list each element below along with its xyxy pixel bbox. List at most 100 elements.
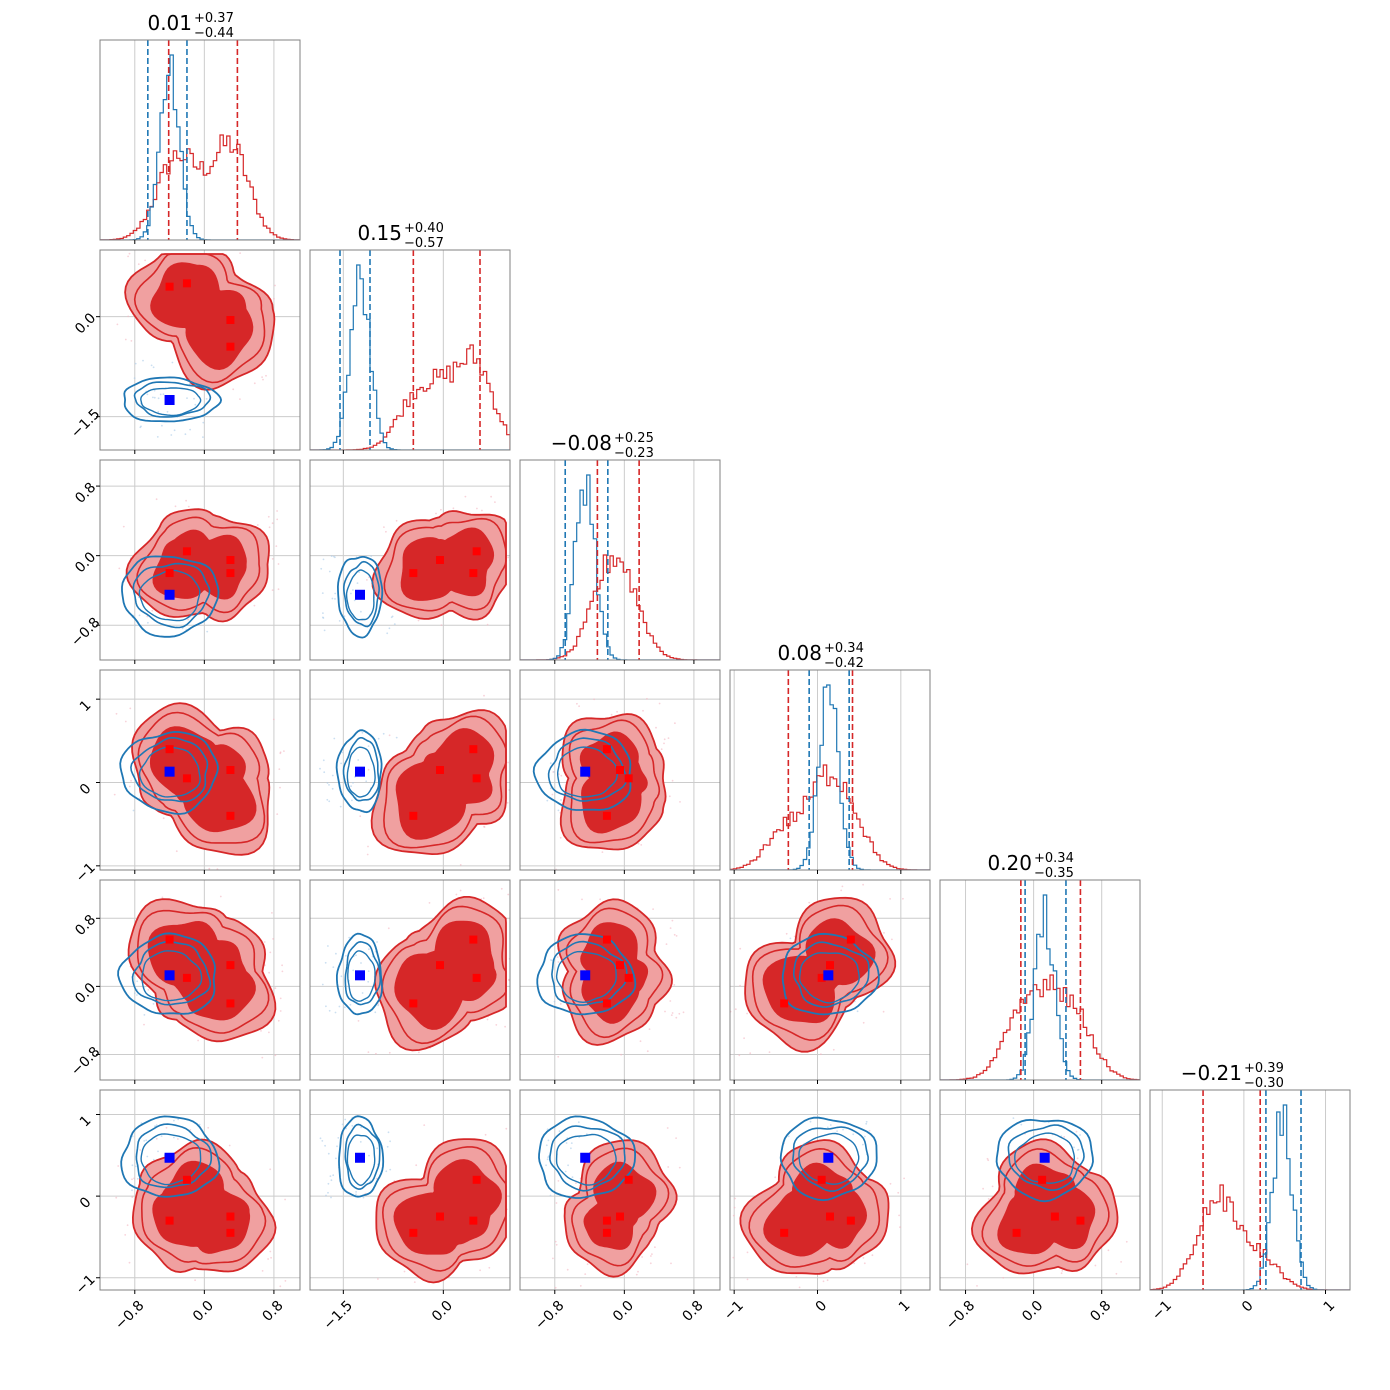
sample-point	[208, 867, 211, 870]
sample-point	[889, 898, 891, 900]
sample-point	[350, 785, 352, 788]
blue-contour-mid	[133, 381, 212, 418]
sample-point	[147, 988, 150, 991]
x-tick-label: 0.8	[1087, 1298, 1114, 1325]
sample-point	[159, 393, 162, 396]
sample-point	[566, 1268, 569, 1271]
sample-point	[746, 1278, 749, 1281]
blue-contour-mid	[344, 940, 382, 1006]
sample-point	[527, 1219, 529, 1221]
blue-contour-inner	[555, 1133, 617, 1186]
sample-point	[272, 938, 274, 940]
sample-point	[279, 1285, 282, 1288]
sample-point	[564, 1170, 567, 1173]
sample-point	[322, 617, 325, 619]
sample-point	[570, 1142, 573, 1144]
sample-point	[321, 983, 324, 986]
sample-point	[856, 1010, 859, 1013]
red-contour-mid	[565, 907, 664, 1039]
sample-point	[136, 980, 139, 983]
sample-point	[599, 898, 601, 901]
x-tick-label: −1	[1149, 1298, 1175, 1324]
red-mode-marker	[226, 1228, 235, 1237]
sample-point	[746, 1251, 749, 1254]
sample-point	[320, 567, 323, 570]
red-mode-marker	[602, 1216, 611, 1225]
panel-frame	[729, 1089, 931, 1291]
sample-point	[476, 507, 478, 510]
sample-point	[146, 615, 149, 618]
sample-point	[271, 522, 274, 525]
x-tick-label: 0.0	[190, 1298, 217, 1325]
sample-point	[274, 284, 276, 287]
sample-point	[734, 1197, 736, 1200]
sample-point	[385, 1170, 388, 1173]
panel-title-5: −0.21 +0.39−0.30	[1181, 1061, 1284, 1091]
sample-point	[283, 750, 285, 752]
red-mode-marker	[602, 999, 611, 1008]
blue-contour-mid	[344, 1123, 381, 1190]
sample-point	[151, 609, 154, 612]
title-value: 0.08	[777, 641, 822, 665]
sample-point	[640, 844, 643, 846]
blue-contour-mid	[130, 736, 209, 803]
sample-point	[389, 1140, 391, 1143]
sample-point	[360, 962, 362, 964]
red-mode-marker	[226, 556, 235, 564]
red-mode-marker	[226, 342, 235, 351]
sample-point	[481, 509, 483, 512]
sample-point	[1079, 1134, 1081, 1136]
y-tick-label: 0.0	[72, 549, 99, 576]
blue-truth-marker	[580, 1152, 591, 1163]
sample-point	[161, 896, 164, 899]
blue-contour-mid	[792, 941, 870, 1008]
sample-point	[170, 434, 173, 436]
sample-point	[826, 1279, 829, 1282]
sample-point	[340, 762, 342, 765]
red-contour-mid	[140, 1146, 267, 1265]
x-tick-label: 0.8	[260, 1298, 287, 1325]
sample-point	[785, 932, 788, 935]
sample-point	[682, 1011, 685, 1014]
y-tick-label: 0	[77, 781, 95, 799]
sample-point	[575, 1182, 577, 1184]
sample-point	[1115, 1272, 1118, 1275]
red-contour-mid	[133, 253, 266, 384]
sample-point	[525, 935, 527, 937]
panel-frame	[729, 669, 931, 871]
sample-point	[667, 737, 670, 739]
sample-point	[674, 722, 676, 725]
sample-point	[678, 1166, 681, 1169]
sample-point	[357, 1020, 360, 1022]
y-tick-label: 0.0	[72, 310, 99, 337]
sample-point	[271, 912, 273, 914]
sample-point	[177, 1118, 180, 1121]
title-plus: +0.37	[194, 11, 234, 26]
blue-histogram	[310, 264, 510, 450]
y-tick-label: 1	[77, 1113, 95, 1131]
sample-point	[143, 1140, 146, 1142]
red-contour-mid	[571, 1147, 670, 1267]
sample-point	[483, 694, 485, 697]
sample-point	[517, 706, 519, 708]
sample-point	[882, 1010, 885, 1013]
sample-point	[865, 1120, 868, 1123]
sample-point	[832, 1048, 835, 1051]
sample-point	[862, 1143, 864, 1146]
sample-point	[343, 1006, 346, 1009]
sample-point	[338, 1005, 341, 1008]
sample-point	[749, 1052, 752, 1055]
sample-point	[658, 702, 661, 705]
sample-point	[338, 620, 341, 622]
sample-point	[133, 377, 136, 379]
panel-1-0	[96, 249, 301, 454]
sample-point	[495, 1024, 498, 1026]
sample-point	[277, 1019, 280, 1022]
diag-hist-panel-4	[939, 879, 1141, 1084]
panel-2-0	[96, 459, 301, 664]
sample-point	[186, 397, 188, 399]
sample-point	[620, 1053, 622, 1056]
panel-3-0	[96, 669, 301, 874]
panel-frame	[99, 879, 301, 1081]
